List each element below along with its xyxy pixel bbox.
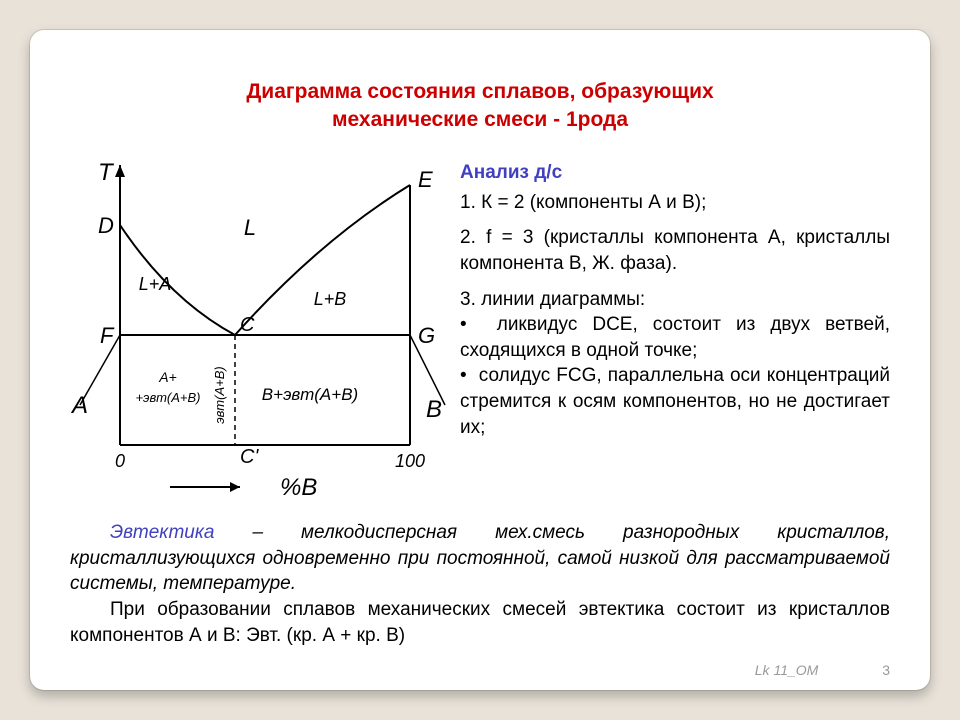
svg-text:A+: A+ [158,369,177,385]
eutectic-paragraph-2: При образовании сплавов механических сме… [70,597,890,648]
svg-text:L+A: L+A [139,274,172,294]
svg-text:E: E [418,167,433,192]
svg-text:C': C' [240,446,259,468]
svg-text:F: F [100,323,115,348]
svg-text:L: L [244,215,256,240]
svg-text:D: D [98,213,114,238]
svg-text:B+эвт(A+B): B+эвт(A+B) [262,385,358,404]
svg-text:B: B [426,396,442,423]
eutectic-paragraph: Эвтектика – мелкодисперсная мех.смесь ра… [70,520,890,597]
svg-text:+эвт(A+B): +эвт(A+B) [135,390,200,405]
svg-text:100: 100 [395,451,425,471]
analysis-bullet-1: • ликвидус DCE, состоит из двух ветвей, … [460,312,890,363]
eutectic-term: Эвтектика [110,522,214,543]
analysis-bullet-2: • солидус FCG, параллельна оси концентра… [460,363,890,440]
analysis-line-2: 2. f = 3 (кристаллы компонента А, криста… [460,225,890,276]
svg-text:эвт(A+B): эвт(A+B) [212,366,227,423]
title-line-1: Диаграмма состояния сплавов, образующих [246,80,713,103]
footer-lecture: Lk 11_OM [755,662,819,678]
analysis-line-3: 3. линии диаграммы: [460,287,890,313]
analysis-line-1: 1. К = 2 (компоненты А и В); [460,190,890,216]
svg-text:%B: %B [280,474,317,501]
footer-page: 3 [882,662,890,678]
svg-text:T: T [98,159,115,186]
bottom-text: Эвтектика – мелкодисперсная мех.смесь ра… [70,520,890,648]
title-line-2: механические смеси - 1рода [332,108,628,131]
slide: Диаграмма состояния сплавов, образующих … [30,30,930,690]
svg-text:A: A [70,392,88,419]
svg-text:C: C [240,314,255,336]
svg-text:0: 0 [115,451,125,471]
analysis-header: Анализ д/с [460,160,890,186]
svg-text:L+B: L+B [314,289,347,309]
analysis-block: Анализ д/с 1. К = 2 (компоненты А и В); … [460,160,890,440]
phase-diagram: 0 100 %B T D E C F G A B C' L L+A L+B B+эвт(A+B) A+ +эвт(… [50,145,450,505]
slide-footer: Lk 11_OM 3 [755,662,890,678]
svg-text:G: G [418,323,435,348]
slide-title: Диаграмма состояния сплавов, образующих … [30,78,930,135]
